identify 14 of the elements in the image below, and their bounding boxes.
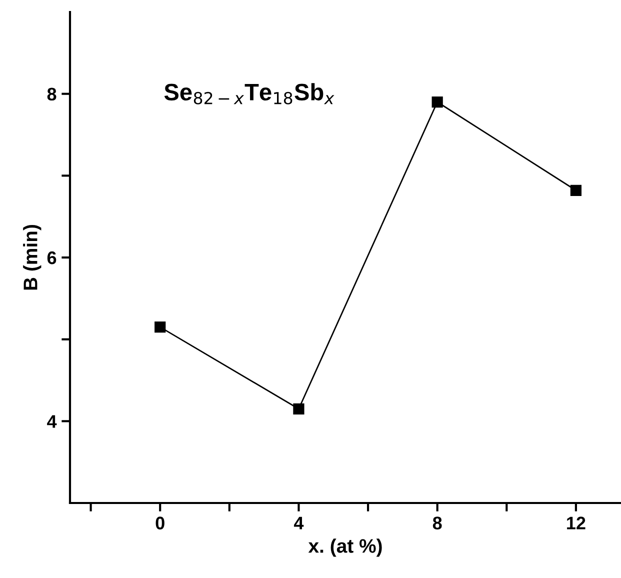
y-tick-label: 8	[47, 88, 56, 101]
x-tick-label: 0	[156, 516, 164, 530]
x-tick-label: 8	[432, 516, 442, 530]
point	[432, 96, 443, 108]
x-axis-title: x. (at %)	[308, 538, 382, 557]
y-axis-title: B (min)	[23, 224, 42, 290]
point	[293, 403, 304, 414]
annotation: Se$_{82−x}$Te$_{18}$Sb$_{x}$	[164, 83, 334, 104]
y-tick-label: 6	[47, 251, 56, 264]
point	[570, 184, 582, 196]
y-tick-label: 4	[47, 415, 57, 428]
x-tick-label: 4	[294, 516, 304, 530]
point	[154, 322, 166, 333]
x-tick-label: 12	[567, 516, 586, 530]
